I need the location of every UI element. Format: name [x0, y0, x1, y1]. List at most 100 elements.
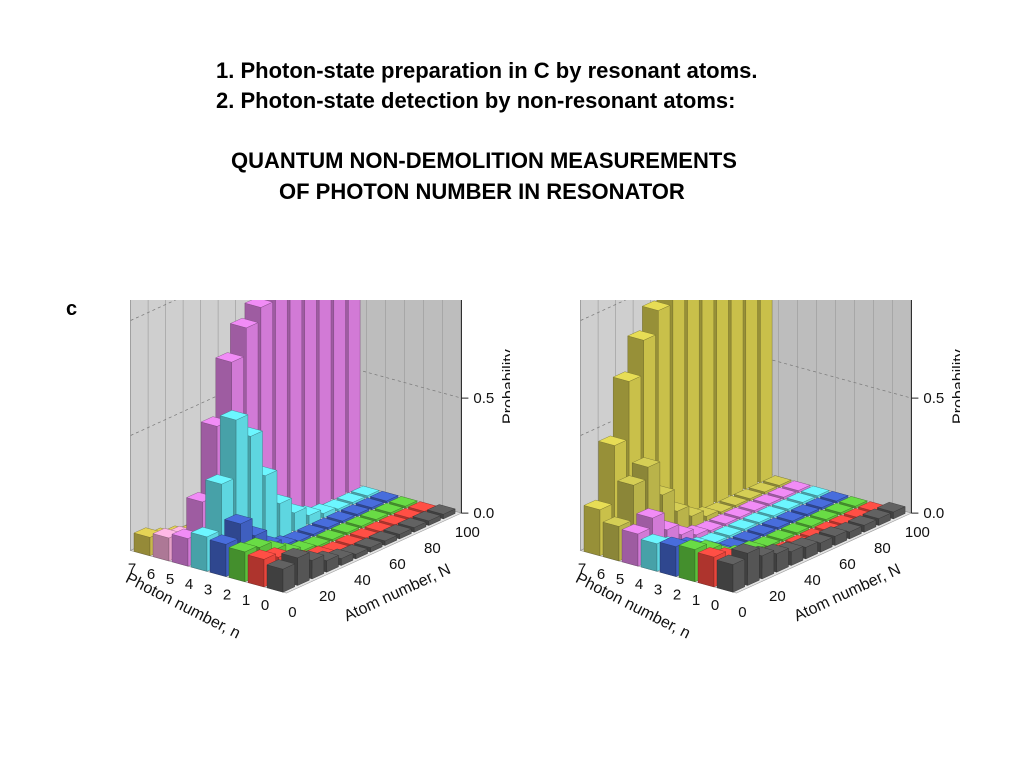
- bar-side-n3: [209, 539, 227, 577]
- atom-tick-label: 40: [354, 572, 371, 589]
- atom-tick-label: 100: [905, 524, 930, 541]
- bar-front-n5: [348, 300, 361, 494]
- photon-tick-label: 2: [223, 587, 231, 604]
- bar-top-n0: [383, 524, 412, 535]
- bar-top-n5: [229, 317, 259, 329]
- bar-front-n7: [687, 300, 700, 517]
- bar-top-n0: [368, 530, 398, 542]
- photon-tick-label: 4: [635, 576, 643, 593]
- bar-top-n7: [641, 300, 671, 311]
- bar-top-n5: [752, 493, 782, 505]
- bar-top-n2: [388, 496, 418, 507]
- photon-tick-label: 1: [692, 592, 700, 609]
- atom-tick-label: 100: [455, 524, 480, 541]
- bar-top-n6: [719, 495, 748, 506]
- bar-top-n3: [761, 517, 791, 528]
- photon-axis-title: Photon number, n: [123, 570, 243, 642]
- bar-side-n5: [621, 529, 639, 567]
- atom-tick-label: 40: [804, 572, 821, 589]
- bar-side-n1: [697, 552, 715, 588]
- prob-tick-label: 0.5: [473, 390, 494, 407]
- bar-top-n0: [353, 537, 383, 548]
- atom-tick-label: 20: [769, 588, 786, 605]
- bar-top-n4: [336, 492, 366, 503]
- bar-top-n4: [350, 485, 380, 497]
- bar-side-n4: [190, 532, 208, 572]
- bar-top-n3: [326, 510, 355, 522]
- bar-top-n6: [602, 516, 632, 527]
- bar-side-n1: [247, 554, 265, 588]
- bar-top-n2: [824, 502, 854, 514]
- bar-top-n4: [190, 526, 220, 538]
- bar-top-n0: [426, 504, 456, 515]
- bar-top-n3: [746, 524, 776, 535]
- bar-top-n0: [818, 526, 848, 537]
- bar-top-n3: [732, 530, 762, 542]
- photon-tick-label: 6: [597, 566, 605, 583]
- atom-tick-label: 60: [839, 556, 856, 573]
- bar-side-n4: [640, 539, 658, 572]
- bar-top-n5: [244, 300, 274, 308]
- bar-top-n5: [621, 524, 651, 535]
- bar-top-n3: [805, 497, 835, 508]
- bar-side-n0: [716, 559, 734, 593]
- panel-label: c: [66, 298, 78, 320]
- bar-front-n5: [318, 300, 332, 507]
- bar-front-n0: [732, 558, 745, 593]
- bar-front-n7: [745, 300, 758, 490]
- heading-line-1: 1. Photon-state preparation in C by reso…: [216, 58, 758, 83]
- qnd-title-line-2: OF PHOTON NUMBER IN RESONATOR: [279, 179, 685, 204]
- atom-tick-label: 60: [389, 556, 406, 573]
- bar-side-n7: [583, 505, 601, 557]
- photon-tick-label: 6: [147, 566, 155, 583]
- bar-top-n0: [266, 559, 296, 570]
- bar-top-n2: [374, 502, 404, 514]
- bar-front-n7: [672, 300, 685, 523]
- prob-axis-title: Probability: [950, 349, 960, 424]
- bar-top-n5: [215, 352, 245, 363]
- bar-top-n5: [781, 480, 811, 491]
- bar-side-n6: [152, 533, 170, 562]
- bar-top-n3: [311, 517, 341, 528]
- prob-axis-title: Probability: [500, 349, 510, 424]
- bar-top-n2: [765, 529, 795, 540]
- bar-top-n3: [790, 504, 820, 515]
- bar-top-n7: [627, 330, 657, 341]
- bar-top-n4: [727, 519, 757, 530]
- bar-top-n5: [636, 508, 665, 519]
- atom-tick-label: 20: [319, 588, 336, 605]
- bar-top-n6: [748, 482, 778, 493]
- heading-line-2: 2. Photon-state detection by non-resonan…: [216, 88, 736, 113]
- prob-tick-label: 0.5: [923, 390, 944, 407]
- bar-top-n1: [697, 547, 727, 558]
- bar-top-n5: [767, 487, 797, 498]
- bar-top-n3: [340, 504, 370, 515]
- prob-tick-label: 0.0: [923, 505, 944, 522]
- bar-front-n7: [701, 300, 715, 510]
- bar-side-n6: [602, 521, 620, 562]
- bar-top-n2: [678, 539, 708, 550]
- bar-top-n3: [776, 510, 805, 522]
- bar-top-n4: [713, 525, 743, 537]
- photon-tick-label: 0: [711, 597, 719, 614]
- bar-top-n2: [838, 496, 868, 507]
- photon-tick-label: 0: [261, 597, 269, 614]
- photon-tick-label: 3: [204, 581, 212, 598]
- atom-tick-label: 0: [288, 604, 296, 621]
- bar-top-n0: [847, 515, 877, 526]
- bar-top-n2: [795, 516, 824, 527]
- bar-front-n7: [716, 300, 729, 503]
- bar-side-n2: [678, 544, 696, 583]
- atom-tick-label: 80: [874, 540, 891, 557]
- bar-top-n6: [762, 475, 792, 486]
- bar-top-n3: [224, 513, 253, 525]
- photon-tick-label: 5: [616, 571, 624, 588]
- bar-top-n2: [780, 522, 810, 534]
- bar-top-n4: [800, 485, 830, 497]
- photon-tick-label: 1: [242, 592, 250, 609]
- bar-top-n6: [631, 457, 661, 468]
- bar-top-n4: [757, 505, 786, 517]
- bar-top-n4: [786, 492, 816, 503]
- bar-top-n6: [733, 488, 763, 499]
- bar-top-n0: [412, 510, 442, 522]
